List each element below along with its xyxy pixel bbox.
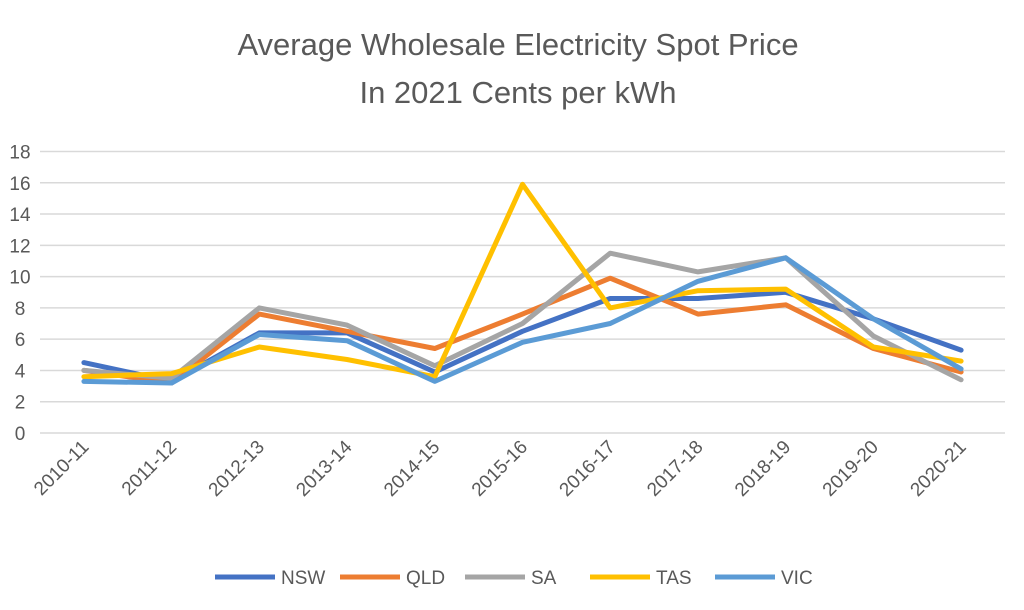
chart-title-line-1: Average Wholesale Electricity Spot Price	[237, 27, 798, 62]
series-line-vic	[81, 255, 964, 386]
series-line-nsw	[81, 289, 964, 384]
x-tick-label: 2013-14	[292, 436, 356, 500]
y-tick-label: 12	[9, 236, 30, 257]
x-tick-label: 2014-15	[380, 437, 444, 501]
x-tick-label: 2017-18	[643, 437, 707, 501]
legend-label-sa: SA	[531, 568, 557, 589]
y-tick-label: 18	[9, 143, 30, 164]
y-tick-label: 14	[9, 205, 31, 226]
x-tick-label: 2016-17	[556, 437, 620, 501]
chart-title-line-2: In 2021 Cents per kWh	[359, 75, 676, 110]
y-tick-label: 0	[15, 424, 26, 445]
legend-label-tas: TAS	[656, 568, 692, 589]
y-tick-label: 4	[15, 361, 26, 382]
x-tick-label: 2019-20	[819, 437, 883, 501]
x-tick-label: 2011-12	[118, 437, 181, 500]
x-tick-label: 2010-11	[30, 437, 93, 500]
y-tick-label: 2	[15, 393, 26, 414]
x-tick-label: 2012-13	[205, 437, 269, 501]
legend-label-qld: QLD	[406, 568, 445, 589]
y-tick-label: 8	[15, 299, 26, 320]
x-tick-label: 2020-21	[907, 437, 971, 501]
series-line-qld	[81, 275, 964, 386]
legend-label-vic: VIC	[781, 568, 813, 589]
y-tick-label: 6	[15, 330, 26, 351]
series-line-sa	[81, 250, 964, 383]
x-tick-label: 2015-16	[468, 437, 532, 501]
y-tick-label: 10	[9, 268, 30, 289]
y-tick-label: 16	[9, 174, 30, 195]
x-tick-label: 2018-19	[731, 437, 795, 501]
series-line-tas	[81, 181, 964, 380]
legend-label-nsw: NSW	[281, 568, 325, 589]
